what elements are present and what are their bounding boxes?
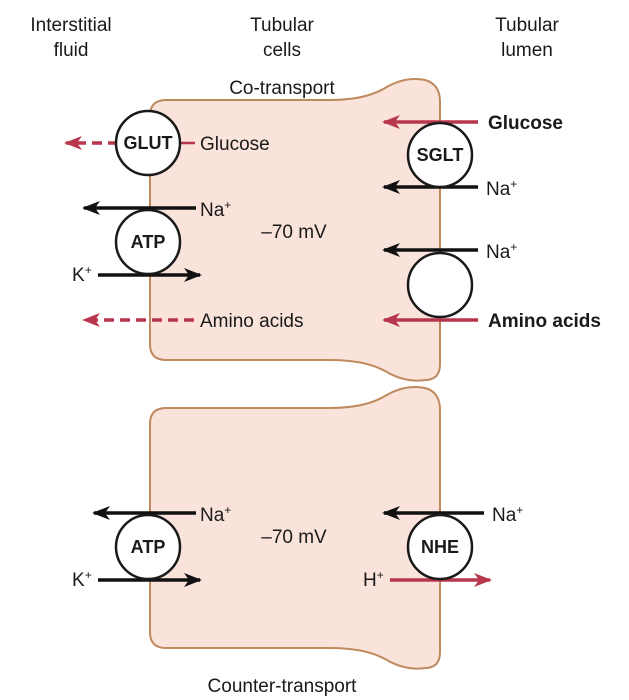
- aa-na-lumen-label: Na+: [486, 240, 517, 263]
- amino-acid-transporter: [406, 251, 474, 319]
- countertransport-caption: Counter-transport: [208, 676, 358, 697]
- amino-acids-basolateral-label: Amino acids: [200, 311, 304, 332]
- bottom-atp-label: ATP: [131, 537, 166, 557]
- glut-transporter: [114, 109, 182, 177]
- bottom-k-basolateral-label: K+: [72, 568, 92, 591]
- header-tubular-cells-line2: cells: [263, 40, 301, 61]
- top-na-basolateral-label: Na+: [200, 198, 231, 221]
- header-tubular-lumen-line2: lumen: [501, 40, 553, 61]
- sglt-na-lumen-label: Na+: [486, 177, 517, 200]
- sglt-transporter: [406, 121, 474, 189]
- bottom-na-basolateral-label: Na+: [200, 503, 231, 526]
- nhe-exchanger: [406, 513, 474, 581]
- cotransport-caption: Co-transport: [229, 78, 335, 99]
- cotransport-cell: [149, 78, 441, 382]
- countertransport-cell: [149, 386, 441, 670]
- glut-label: GLUT: [124, 133, 173, 153]
- amino-acids-lumen-label: Amino acids: [488, 311, 601, 332]
- sglt-label: SGLT: [417, 145, 464, 165]
- top-membrane-potential: –70 mV: [261, 222, 327, 243]
- bottom-atp-pump: [114, 513, 182, 581]
- nhe-h-lumen-label: H+: [363, 568, 384, 591]
- top-atp-label: ATP: [131, 232, 166, 252]
- top-k-basolateral-label: K+: [72, 263, 92, 286]
- header-interstitial-line1: Interstitial: [30, 15, 111, 36]
- header-tubular-cells-line1: Tubular: [250, 15, 314, 36]
- bottom-membrane-potential: –70 mV: [261, 527, 327, 548]
- header-interstitial-line2: fluid: [54, 40, 89, 61]
- glucose-lumen-label: Glucose: [488, 113, 563, 134]
- glucose-basolateral-label: Glucose: [200, 134, 270, 155]
- header-tubular-lumen-line1: Tubular: [495, 15, 559, 36]
- nhe-na-lumen-label: Na+: [492, 503, 523, 526]
- top-atp-pump: [114, 208, 182, 276]
- nhe-label: NHE: [421, 537, 459, 557]
